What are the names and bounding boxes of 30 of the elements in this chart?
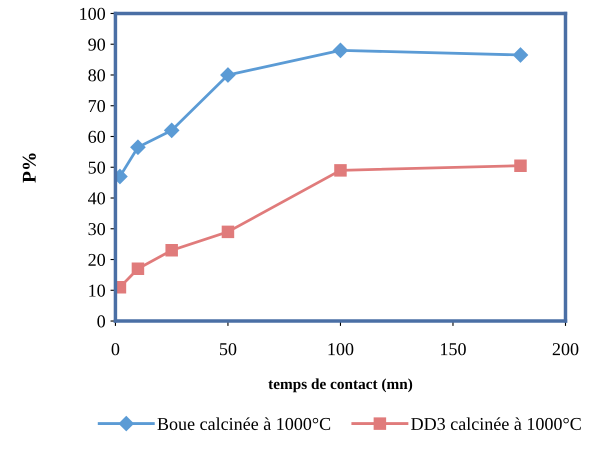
y-tick-label: 10 xyxy=(89,284,106,297)
legend-label: Boue calcinée à 1000°C xyxy=(157,417,330,430)
point xyxy=(220,67,236,83)
point xyxy=(164,122,180,138)
point xyxy=(332,42,348,58)
x-tick-label: 150 xyxy=(441,343,466,356)
y-axis-title: P% xyxy=(22,153,36,183)
y-tick-label: 30 xyxy=(88,223,106,236)
x-tick-label: 200 xyxy=(552,343,578,356)
point xyxy=(132,262,144,275)
y-tick-label: 70 xyxy=(88,100,106,112)
y-tick-label: 20 xyxy=(88,254,106,266)
y-tick-label: 40 xyxy=(88,192,106,204)
point xyxy=(512,47,528,63)
y-tick-label: 50 xyxy=(88,162,106,174)
x-tick-label: 100 xyxy=(328,343,354,356)
y-tick-label: 0 xyxy=(97,315,106,328)
point xyxy=(334,164,347,177)
y-tick-label: 60 xyxy=(88,130,106,143)
point xyxy=(130,140,146,155)
legend-label: DD3 calcinée à 1000°C xyxy=(411,417,581,430)
point xyxy=(514,159,527,172)
y-tick-label: 100 xyxy=(80,8,106,20)
x-axis-title: temps de contact (mn) xyxy=(268,378,412,392)
x-tick-label: 50 xyxy=(220,343,236,356)
y-tick-label: 90 xyxy=(88,38,106,51)
y-tick-label: 80 xyxy=(88,69,106,82)
point xyxy=(222,226,234,238)
x-tick-label: 0 xyxy=(112,343,120,356)
point xyxy=(165,244,178,257)
